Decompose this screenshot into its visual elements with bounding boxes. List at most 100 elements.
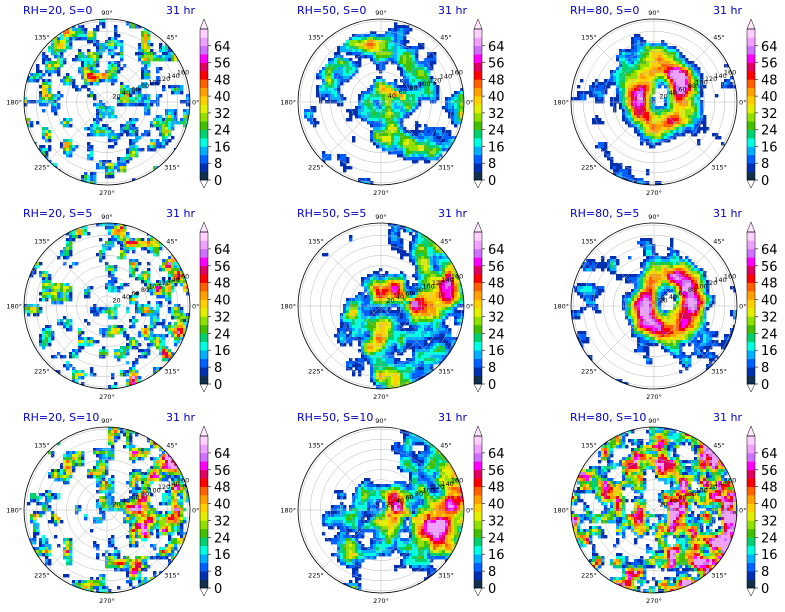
colorbar-tick-label: 16	[488, 140, 505, 155]
colorbar-extend-max	[746, 18, 756, 30]
colorbar-swatch	[474, 129, 482, 139]
colorbar-swatch	[200, 308, 208, 317]
colorbar-swatch	[747, 163, 755, 172]
colorbar-swatch	[200, 436, 208, 445]
colorbar-swatch	[747, 452, 755, 462]
colorbar-swatch	[747, 324, 755, 334]
colorbar-swatch	[200, 291, 208, 300]
colorbar-swatch	[747, 70, 755, 80]
radial-tick-label: 100	[695, 283, 707, 291]
colorbar-tick-label: 16	[761, 140, 778, 155]
colorbar-swatch	[474, 274, 482, 283]
angle-tick-label: 90°	[648, 213, 660, 221]
colorbar-swatch	[747, 112, 755, 122]
colorbar-tick-label: 0	[214, 582, 222, 597]
colorbar-swatch	[200, 537, 208, 547]
radial-tick-label: 100	[695, 79, 707, 87]
colorbar-tick-label: 64	[488, 40, 505, 55]
colorbar-tick-label: 32	[214, 310, 231, 325]
colorbar-swatch	[747, 358, 755, 368]
colorbar-swatch	[747, 87, 755, 97]
radial-tick-label: 160	[451, 272, 463, 280]
colorbar-swatch	[200, 96, 208, 105]
colorbar-swatch	[747, 469, 755, 479]
angle-tick-label: 0°	[739, 99, 746, 107]
colorbar-swatch	[474, 528, 482, 538]
colorbar-tick-label: 64	[214, 447, 231, 462]
colorbar-swatch	[474, 495, 482, 504]
radial-tick-label: 160	[724, 68, 736, 76]
heatmap-field	[322, 223, 464, 389]
colorbar-swatch	[474, 562, 482, 572]
angle-tick-label: 45°	[713, 237, 725, 245]
angle-tick-label: 180°	[280, 303, 296, 311]
radial-tick-label: 140	[714, 276, 726, 284]
colorbar-tick-label: 32	[214, 107, 231, 122]
radial-tick-label: 20	[386, 297, 394, 305]
colorbar-tick-label: 16	[214, 140, 231, 155]
colorbar-swatch	[474, 154, 482, 164]
colorbar-swatch	[474, 240, 482, 250]
panel-time-label: 31 hr	[166, 207, 195, 220]
radial-tick-label: 80	[415, 490, 423, 498]
colorbar-swatch	[747, 461, 755, 471]
angle-tick-label: 270°	[646, 393, 662, 401]
colorbar-extend-min	[473, 179, 483, 189]
panel-time-label: 31 hr	[166, 4, 195, 17]
colorbar-swatch	[747, 571, 755, 580]
colorbar-tick-label: 48	[761, 277, 778, 292]
angle-tick-label: 270°	[99, 393, 115, 401]
radial-tick-label: 160	[724, 272, 736, 280]
colorbar-tick-label: 24	[761, 327, 778, 342]
colorbar-swatch	[747, 121, 755, 130]
polar-axis-boundary	[23, 222, 191, 390]
colorbar-swatch	[747, 265, 755, 275]
colorbar-tick-label: 24	[214, 327, 231, 342]
angle-tick-label: 180°	[280, 99, 296, 107]
colorbar-swatch	[200, 486, 208, 496]
colorbar-swatch	[200, 554, 208, 563]
colorbar-swatch	[747, 350, 755, 359]
colorbar-swatch	[200, 444, 208, 454]
colorbar-swatch	[474, 469, 482, 479]
colorbar-swatch	[747, 579, 755, 589]
panel-time-label: 31 hr	[438, 411, 467, 424]
colorbar-swatch	[747, 138, 755, 147]
radial-tick-label: 40	[669, 293, 677, 301]
colorbar-swatch	[474, 248, 482, 258]
colorbar-swatch	[200, 503, 208, 513]
angle-tick-label: 135°	[34, 441, 50, 449]
colorbar-tick-label: 24	[488, 531, 505, 546]
polar-axis-boundary	[297, 426, 465, 594]
colorbar-swatch	[200, 478, 208, 487]
radial-tick-label: 120	[429, 76, 441, 84]
angle-tick-label: 225°	[308, 572, 324, 580]
colorbar-tick-label: 24	[761, 531, 778, 546]
angle-tick-label: 90°	[101, 213, 113, 221]
radial-tick-label: 60	[405, 290, 413, 298]
panel-title: RH=50, S=10	[297, 411, 374, 424]
colorbar-swatch	[747, 308, 755, 317]
colorbar-swatch	[474, 257, 482, 267]
heatmap-field	[571, 34, 737, 185]
angle-tick-label: 180°	[553, 99, 569, 107]
radial-tick-label: 160	[177, 68, 189, 76]
colorbar-swatch	[200, 520, 208, 530]
radial-tick-label: 120	[705, 483, 717, 491]
polar-panel-7: 20 40 60 80 10012014016090°45°0°315°270°225°…	[6, 417, 230, 605]
panel-time-label: 31 hr	[713, 4, 742, 17]
colorbar-swatch	[200, 274, 208, 283]
colorbar-tick-label: 0	[488, 582, 496, 597]
panel-title: RH=80, S=0	[570, 4, 640, 17]
polar-grid	[298, 427, 464, 593]
radial-tick-label: 100	[695, 487, 707, 495]
colorbar-swatch	[747, 486, 755, 496]
heatmap-field	[571, 427, 737, 593]
colorbar-swatch	[474, 104, 482, 114]
radial-tick-label: 120	[158, 279, 170, 287]
polar-grid	[298, 223, 464, 389]
angle-tick-label: 180°	[6, 303, 22, 311]
angle-tick-label: 135°	[581, 237, 597, 245]
